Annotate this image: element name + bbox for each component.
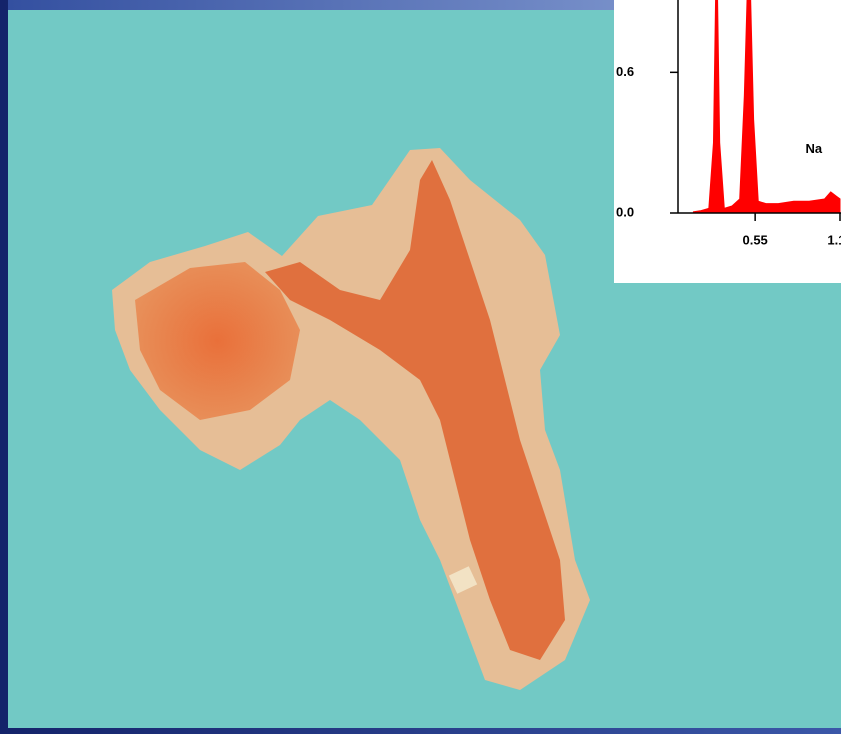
x-tick-label: 1.10 xyxy=(827,232,841,247)
y-tick-label: 0.6 xyxy=(616,64,634,79)
page: 0.00.60.551.10Na (() => { const data = J… xyxy=(0,0,841,734)
annotation: Na xyxy=(805,141,822,156)
screenshot: 0.0 0.6 0.55 1.10 Na xyxy=(0,0,841,734)
y-tick-label: 0.0 xyxy=(616,204,634,219)
x-tick-label: 0.55 xyxy=(742,232,767,247)
